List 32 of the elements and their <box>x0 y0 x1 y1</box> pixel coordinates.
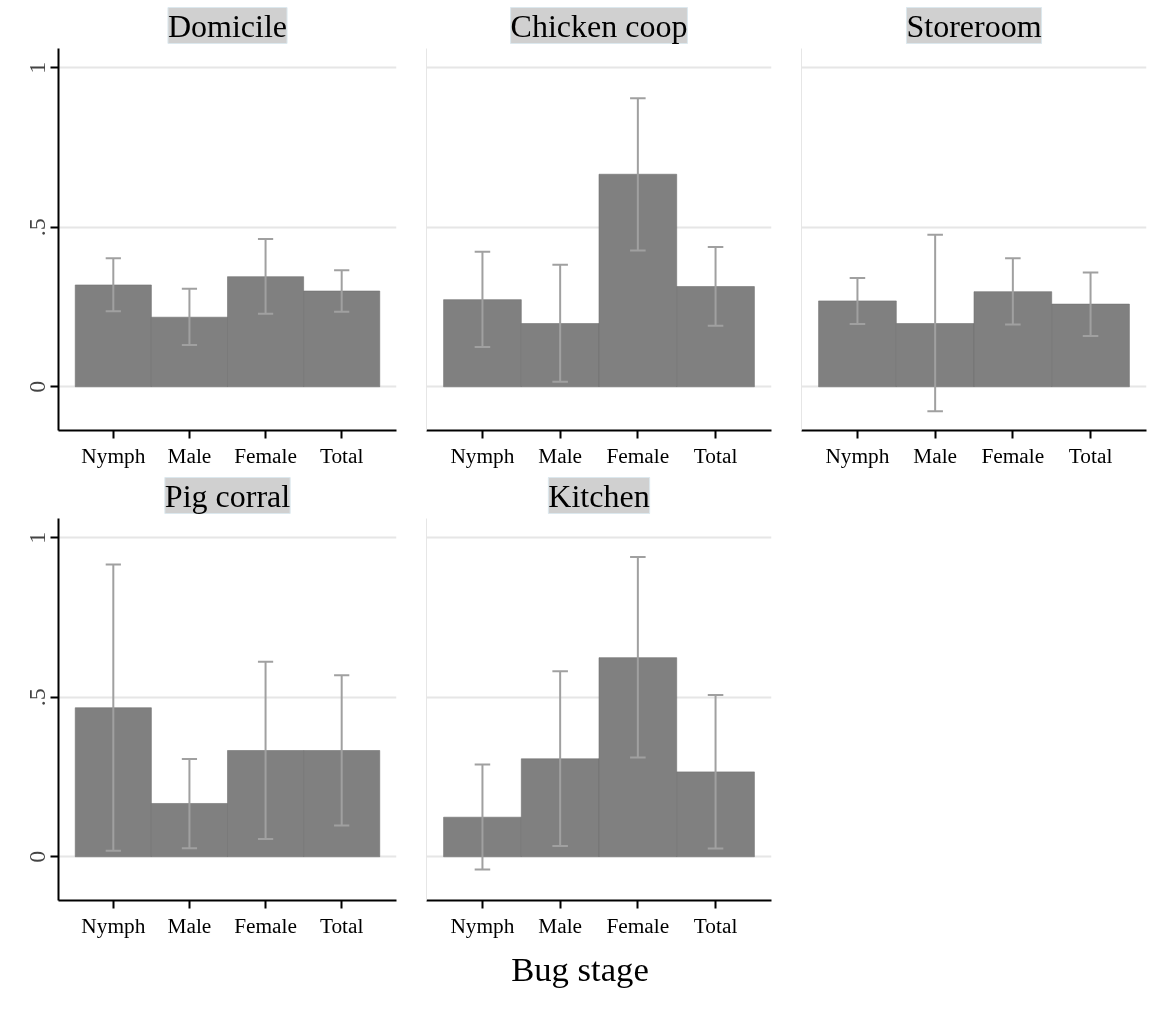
x-tick-label: Nymph <box>450 913 515 938</box>
x-tick-label: Total <box>319 913 364 938</box>
x-tick-label: Nymph <box>450 443 515 468</box>
x-tick-label: Total <box>693 913 738 938</box>
x-tick-label: Male <box>913 443 958 468</box>
y-tick-label: 0 <box>24 850 51 863</box>
chart-title: Kitchen <box>548 477 650 514</box>
x-tick-label: Total <box>693 443 738 468</box>
y-tick-label: .5 <box>24 688 51 707</box>
y-tick-label: 1 <box>24 61 51 74</box>
chart-title: Storeroom <box>906 7 1042 44</box>
x-tick-label: Total <box>1068 443 1113 468</box>
x-tick-label: Female <box>234 443 297 468</box>
x-tick-label: Male <box>167 913 212 938</box>
x-tick-label: Total <box>319 443 364 468</box>
chart-title: Domicile <box>167 7 288 44</box>
x-tick-label: Nymph <box>81 443 146 468</box>
x-tick-label: Female <box>981 443 1045 468</box>
x-tick-label: Male <box>167 443 212 468</box>
x-tick-label: Nymph <box>825 443 890 468</box>
x-tick-label: Female <box>606 443 670 468</box>
x-tick-label: Female <box>606 913 670 938</box>
x-tick-label: Nymph <box>81 913 146 938</box>
y-tick-label: 0 <box>24 380 51 393</box>
x-tick-label: Male <box>538 443 583 468</box>
chart-title: Pig corral <box>164 477 291 514</box>
x-axis-title: Bug stage <box>511 949 649 990</box>
y-tick-label: 1 <box>24 531 51 544</box>
chart-title: Chicken coop <box>510 7 688 44</box>
x-tick-label: Male <box>538 913 583 938</box>
x-tick-label: Female <box>234 913 297 938</box>
y-tick-label: .5 <box>24 218 51 237</box>
